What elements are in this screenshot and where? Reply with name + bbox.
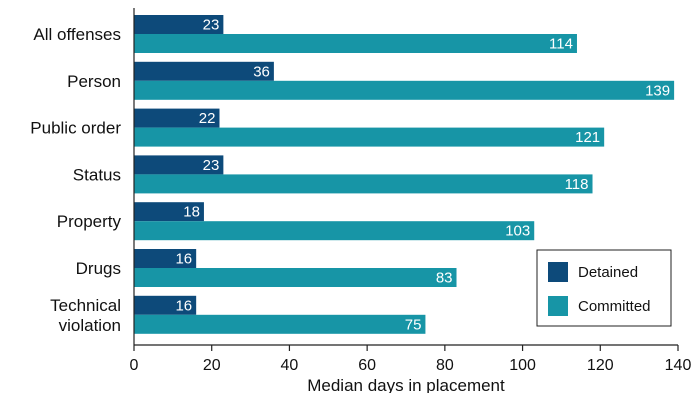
category-label-0: All offenses (33, 25, 121, 44)
data-label-committed-6: 75 (405, 316, 422, 333)
data-label-detained-1: 36 (253, 63, 270, 80)
x-axis-title: Median days in placement (307, 376, 505, 393)
legend-swatch-detained (548, 262, 568, 282)
x-tick-label-120: 120 (587, 357, 614, 374)
data-label-committed-0: 114 (549, 36, 573, 53)
axes-group (133, 8, 679, 351)
category-label-1: Person (67, 72, 121, 91)
category-label-5: Drugs (76, 259, 121, 278)
bar-committed-2 (134, 127, 605, 147)
x-tick-label-140: 140 (665, 357, 692, 374)
x-tick-label-80: 80 (436, 357, 454, 374)
legend: Detained Committed (536, 249, 672, 327)
data-label-committed-3: 118 (565, 176, 589, 193)
data-label-detained-5: 16 (175, 251, 192, 268)
bar-committed-1 (134, 80, 675, 100)
category-label-6-line-0: Technical (50, 296, 121, 315)
x-tick-label-20: 20 (203, 357, 221, 374)
data-label-detained-0: 23 (203, 17, 220, 34)
data-label-detained-6: 16 (175, 297, 192, 314)
data-label-detained-2: 22 (199, 110, 216, 127)
bar-detained-4 (134, 202, 204, 222)
category-labels: All offenses Person Public order Status Prop… (30, 25, 121, 335)
category-label-4: Property (57, 212, 122, 231)
data-label-detained-4: 18 (183, 204, 200, 221)
data-label-committed-2: 121 (575, 129, 600, 146)
x-tick-label-100: 100 (509, 357, 536, 374)
bar-detained-3 (134, 155, 224, 175)
bar-committed-5 (134, 268, 457, 287)
category-label-3: Status (73, 165, 121, 184)
legend-label-detained: Detained (578, 264, 638, 281)
bar-committed-6 (134, 314, 426, 334)
data-label-committed-5: 83 (436, 270, 453, 287)
bar-detained-1 (134, 61, 274, 81)
x-tick-labels: 0 20 40 60 80 100 120 140 (130, 357, 692, 374)
data-label-detained-3: 23 (203, 157, 220, 174)
bar-committed-3 (134, 174, 593, 194)
bars-group: 23 114 36 139 22 121 23 118 18 103 16 83 16 75 (134, 15, 675, 334)
data-label-committed-1: 139 (645, 82, 670, 99)
bar-detained-6 (134, 295, 197, 315)
category-label-2: Public order (30, 119, 121, 138)
bar-detained-2 (134, 108, 220, 128)
x-tick-label-60: 60 (358, 357, 376, 374)
bar-committed-0 (134, 34, 577, 53)
legend-label-committed: Committed (578, 298, 651, 315)
bar-detained-5 (134, 249, 197, 268)
x-tick-label-0: 0 (130, 357, 139, 374)
bar-detained-0 (134, 15, 224, 34)
legend-swatch-committed (548, 296, 568, 316)
x-tick-label-40: 40 (281, 357, 299, 374)
bar-committed-4 (134, 221, 535, 241)
data-label-committed-4: 103 (505, 223, 530, 240)
category-label-6-line-1: violation (59, 316, 121, 335)
